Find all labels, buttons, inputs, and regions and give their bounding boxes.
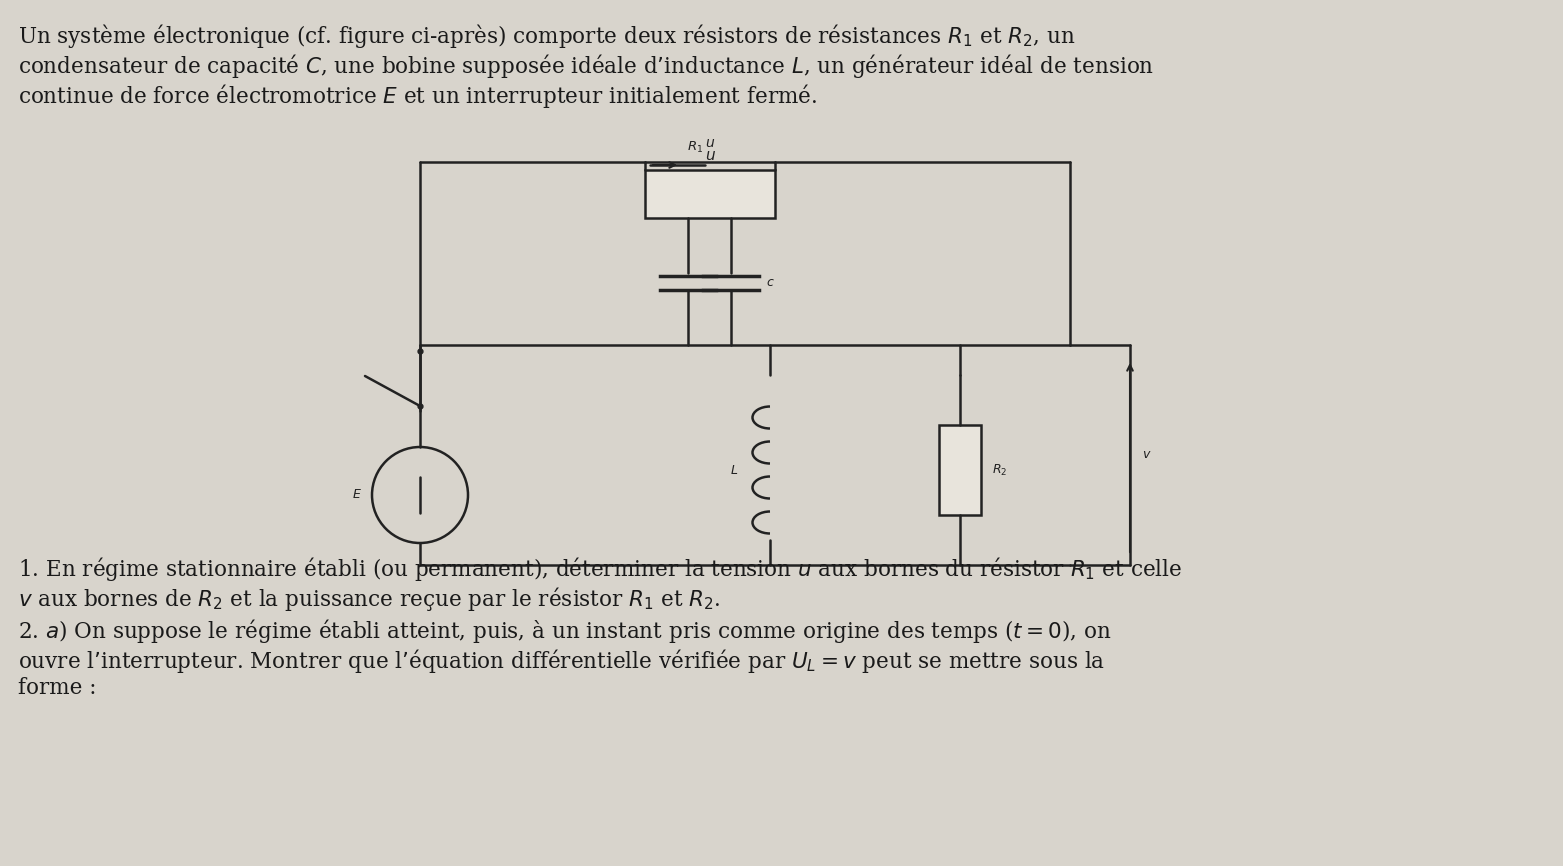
- Text: $E$: $E$: [352, 488, 363, 501]
- Text: 2. $a$) On suppose le régime établi atteint, puis, à un instant pris comme origi: 2. $a$) On suppose le régime établi atte…: [19, 617, 1111, 645]
- Bar: [939, 425, 982, 515]
- Bar: [646, 170, 775, 218]
- Text: $u$: $u$: [705, 136, 716, 150]
- Text: 1. En régime stationnaire établi (ou permanent), déterminer la tension $u$ aux b: 1. En régime stationnaire établi (ou per…: [19, 555, 1182, 583]
- Text: $v$: $v$: [1143, 449, 1152, 462]
- Text: $u$: $u$: [705, 148, 716, 163]
- Text: continue de force électromotrice $E$ et un interrupteur initialement fermé.: continue de force électromotrice $E$ et …: [19, 82, 817, 110]
- Text: $L$: $L$: [730, 463, 738, 476]
- Text: forme :: forme :: [19, 677, 97, 699]
- Text: ouvre l’interrupteur. Montrer que l’équation différentielle vérifiée par $U_L = : ouvre l’interrupteur. Montrer que l’équa…: [19, 647, 1105, 675]
- Text: $c$: $c$: [766, 276, 775, 289]
- Text: $v$ aux bornes de $R_2$ et la puissance reçue par le résistor $R_1$ et $R_2$.: $v$ aux bornes de $R_2$ et la puissance …: [19, 585, 721, 613]
- Text: $R_2$: $R_2$: [993, 462, 1007, 477]
- Text: condensateur de capacité $C$, une bobine supposée idéale d’inductance $L$, un gé: condensateur de capacité $C$, une bobine…: [19, 52, 1153, 80]
- Text: Un système électronique (cf. figure ci-après) comporte deux résistors de résista: Un système électronique (cf. figure ci-a…: [19, 22, 1075, 50]
- Text: $R_1$: $R_1$: [686, 140, 703, 155]
